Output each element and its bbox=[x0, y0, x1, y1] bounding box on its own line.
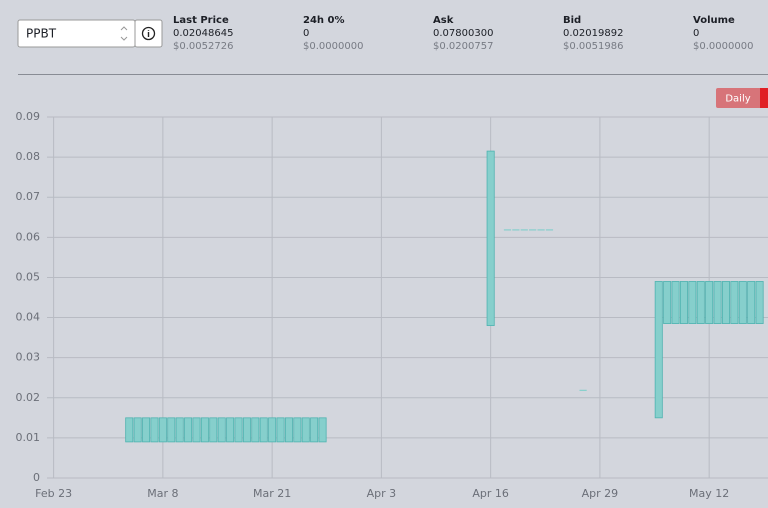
candle-body bbox=[689, 281, 696, 323]
x-tick-label: Apr 3 bbox=[367, 487, 397, 500]
candle-body bbox=[235, 418, 242, 442]
candle-body bbox=[521, 229, 528, 230]
candle-body bbox=[126, 418, 133, 442]
candle-body bbox=[201, 418, 208, 442]
candle-body bbox=[537, 229, 544, 230]
y-tick-label: 0.08 bbox=[16, 150, 41, 163]
candle-body bbox=[277, 418, 284, 442]
stat-value: 0.07800300 bbox=[433, 28, 493, 39]
candle-body bbox=[748, 281, 755, 323]
candle-body bbox=[680, 281, 687, 323]
stat-label: Volume bbox=[693, 15, 735, 26]
y-tick-label: 0.09 bbox=[16, 110, 41, 123]
candle-body bbox=[159, 418, 166, 442]
y-tick-label: 0 bbox=[33, 471, 40, 484]
candle-body bbox=[168, 418, 175, 442]
candle-body bbox=[260, 418, 267, 442]
candle-body bbox=[210, 418, 217, 442]
stat-label: 24h 0% bbox=[303, 15, 345, 26]
candle-body bbox=[756, 281, 763, 323]
candle-body bbox=[142, 418, 149, 442]
candle-body bbox=[512, 229, 519, 230]
plot: 0 0.01 0.02 0.03 0.04 0.05 0.06 0.07 0.08 0.09 Feb… bbox=[16, 110, 768, 500]
y-tick-label: 0.04 bbox=[16, 311, 41, 324]
x-tick-label: May 12 bbox=[689, 487, 729, 500]
candle-body bbox=[731, 281, 738, 323]
stat-value: 0.02048645 bbox=[173, 28, 233, 39]
y-tick-label: 0.05 bbox=[16, 270, 41, 283]
candle-body bbox=[504, 229, 511, 230]
candle-body bbox=[655, 281, 662, 417]
candle-body bbox=[294, 418, 301, 442]
candle-body bbox=[722, 281, 729, 323]
candle-body bbox=[227, 418, 234, 442]
x-tick-label: Apr 16 bbox=[472, 487, 509, 500]
stat-value: 0.02019892 bbox=[563, 28, 623, 39]
y-tick-label: 0.07 bbox=[16, 190, 41, 203]
stats: Last Price 0.02048645 $0.0052726 24h 0% 0 $0.… bbox=[173, 15, 753, 52]
candle-body bbox=[487, 151, 494, 325]
y-tick-label: 0.01 bbox=[16, 431, 41, 444]
candle-body bbox=[302, 418, 309, 442]
candle-body bbox=[176, 418, 183, 442]
stat-usd: $0.0052726 bbox=[173, 41, 233, 52]
stat-usd: $0.0200757 bbox=[433, 41, 493, 52]
stat-usd: $0.0000000 bbox=[693, 41, 753, 52]
candle-body bbox=[580, 390, 587, 391]
candle-body bbox=[269, 418, 276, 442]
candle-body bbox=[672, 281, 679, 323]
daily-label: Daily bbox=[725, 94, 750, 105]
y-tick-label: 0.03 bbox=[16, 351, 41, 364]
candle-body bbox=[546, 229, 553, 230]
candle-body bbox=[285, 418, 292, 442]
other-button[interactable] bbox=[760, 88, 768, 108]
candle-body bbox=[714, 281, 721, 323]
candle-body bbox=[529, 229, 536, 230]
candle-body bbox=[664, 281, 671, 323]
x-tick-label: Apr 29 bbox=[582, 487, 619, 500]
candle-body bbox=[252, 418, 259, 442]
y-tick-label: 0.02 bbox=[16, 391, 41, 404]
pair-value: PPBT bbox=[26, 27, 57, 41]
stat-value: 0 bbox=[693, 28, 699, 39]
stat-usd: $0.0051986 bbox=[563, 41, 623, 52]
stat-usd: $0.0000000 bbox=[303, 41, 363, 52]
candle-body bbox=[184, 418, 191, 442]
stat-label: Bid bbox=[563, 15, 581, 26]
x-tick-label: Mar 21 bbox=[253, 487, 291, 500]
candle-body bbox=[311, 418, 318, 442]
y-tick-label: 0.06 bbox=[16, 230, 41, 243]
stat-label: Last Price bbox=[173, 15, 229, 26]
candle-body bbox=[218, 418, 225, 442]
candle-body bbox=[243, 418, 250, 442]
stat-label: Ask bbox=[433, 15, 454, 26]
candle-body bbox=[739, 281, 746, 323]
candle-body bbox=[134, 418, 141, 442]
stat-value: 0 bbox=[303, 28, 309, 39]
candle-body bbox=[697, 281, 704, 323]
candle-body bbox=[151, 418, 158, 442]
candle-body bbox=[706, 281, 713, 323]
x-tick-label: Feb 23 bbox=[35, 487, 72, 500]
candle-body bbox=[193, 418, 200, 442]
candle-body bbox=[319, 418, 326, 442]
x-tick-label: Mar 8 bbox=[147, 487, 178, 500]
